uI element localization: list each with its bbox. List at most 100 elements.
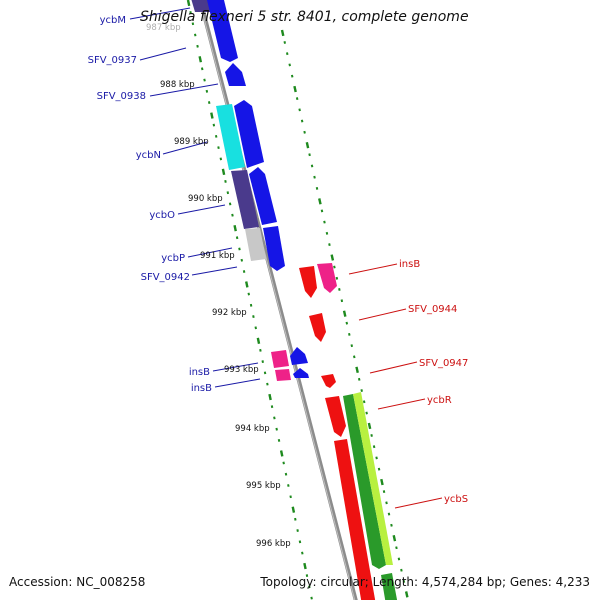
accession-text: Accession: NC_008258 <box>9 575 146 589</box>
left-tick-track-tick <box>224 179 227 183</box>
gene-SFV_0944[interactable] <box>309 313 326 342</box>
genome-backbone <box>198 0 358 600</box>
left-tick-track-tick <box>245 281 249 288</box>
gene-SFV_0937[interactable] <box>207 0 238 62</box>
gene-ycbO[interactable] <box>249 167 277 225</box>
right-tick-track-tick <box>323 220 326 224</box>
left-tick-track-tick <box>287 484 290 487</box>
reverse-strand-genes <box>190 0 309 381</box>
right-tick-track-tick <box>298 108 301 112</box>
coordinate-labels: 987 kbp 988 kbp 989 kbp 990 kbp 991 kbp … <box>146 23 291 549</box>
gene-ycbN[interactable] <box>234 100 264 168</box>
left-tick-track-tick <box>303 562 307 570</box>
label-insB-2: insB <box>191 383 212 394</box>
left-tick-track-tick <box>214 134 218 138</box>
right-tick-track-tick <box>280 29 285 37</box>
gene-SFV_0947[interactable] <box>321 374 336 388</box>
gene-insB-blue-1[interactable] <box>290 347 308 365</box>
right-tick-track-tick <box>300 119 304 123</box>
gene-insB-red[interactable] <box>299 266 317 298</box>
left-tick-track-tick <box>189 11 192 14</box>
right-tick-track-tick <box>310 164 314 168</box>
kbp-label-996: 996 kbp <box>256 539 291 549</box>
left-tick-track-tick <box>203 78 206 82</box>
right-tick-track-tick <box>308 153 311 157</box>
right-gene-labels: insB SFV_0944 SFV_0947 ycbR ycbS <box>399 259 468 505</box>
kbp-label-988: 988 kbp <box>160 80 195 90</box>
kbp-label-993: 993 kbp <box>224 365 259 375</box>
label-ycbM: ycbM <box>100 15 126 26</box>
left-tick-track-tick <box>191 22 195 26</box>
gene-ycbS-green-2[interactable] <box>381 573 398 600</box>
left-tick-track-tick <box>284 472 288 476</box>
right-tick-track-tick <box>375 456 378 460</box>
gene-ycbO-purple[interactable] <box>231 170 259 229</box>
gene-ycbM[interactable] <box>190 0 211 12</box>
gene-insB-blue-2[interactable] <box>293 368 309 378</box>
gene-ycbR[interactable] <box>325 396 346 437</box>
left-tick-track-tick <box>240 258 244 262</box>
gene-ycbS-red[interactable] <box>334 439 376 600</box>
left-tick-track-tick <box>294 517 297 521</box>
left-tick-track-tick <box>205 89 209 93</box>
gene-ycbS-lime[interactable] <box>353 392 393 565</box>
left-tick-track-tick <box>196 44 199 48</box>
left-tick-track-tick <box>217 146 220 150</box>
left-tick-track-tick <box>233 224 237 232</box>
left-tick-track-tick <box>186 0 191 7</box>
right-tick-track-tick <box>345 321 349 325</box>
label-insB-1: insB <box>189 367 210 378</box>
gene-insB-pink-2[interactable] <box>275 369 291 381</box>
right-tick-track-tick <box>385 501 388 505</box>
left-tick-track-tick <box>273 416 276 420</box>
gene-ycbS-green-1[interactable] <box>343 394 386 569</box>
label-SFV_0944: SFV_0944 <box>408 304 457 315</box>
left-tick-track-tick <box>226 191 230 195</box>
left-tick-track-tick <box>194 33 197 37</box>
kbp-label-992: 992 kbp <box>212 308 247 318</box>
gene-insB-pink-1[interactable] <box>271 350 289 368</box>
left-gene-labels: ycbM SFV_0937 SFV_0938 ycbN ycbO ycbP SF… <box>88 15 213 394</box>
left-tick-track-tick <box>212 123 216 127</box>
right-tick-track-tick <box>315 186 319 190</box>
right-tick-track-tick <box>333 265 336 269</box>
left-tick-track-tick <box>310 596 313 600</box>
left-tick-track-tick <box>298 540 302 544</box>
right-tick-track-tick <box>395 546 398 550</box>
right-tick-track-tick <box>305 142 310 149</box>
left-tick-track-tick <box>238 247 241 251</box>
left-tick-track-tick <box>247 292 250 296</box>
left-tick-track-tick <box>275 427 278 431</box>
left-tick-track-tick <box>256 337 261 344</box>
left-tick-track-tick <box>228 202 232 206</box>
genome-title: Shigella flexneri 5 str. 8401, complete … <box>140 9 469 25</box>
label-SFV_0937: SFV_0937 <box>88 55 137 66</box>
gene-ycbN-cyan[interactable] <box>216 104 245 170</box>
left-tick-track-tick <box>210 112 214 119</box>
gene-insB-pink[interactable] <box>317 263 337 293</box>
right-tick-track-tick <box>318 198 322 205</box>
gene-SFV_0938[interactable] <box>225 63 246 86</box>
right-tick-track-tick <box>365 411 368 415</box>
right-tick-track-tick <box>387 512 391 516</box>
label-ycbS: ycbS <box>444 494 468 505</box>
left-tick-track-tick <box>219 157 223 161</box>
left-callouts <box>129 7 261 388</box>
label-insB-right: insB <box>399 259 420 270</box>
gene-ycbP-grey[interactable] <box>245 228 266 261</box>
right-tick-track-tick <box>357 377 361 381</box>
right-tick-track-tick <box>330 254 335 261</box>
right-tick-track-tick <box>404 591 409 598</box>
kbp-label-994: 994 kbp <box>235 424 270 434</box>
gene-SFV_0942[interactable] <box>263 226 285 271</box>
left-tick-track-tick <box>221 168 226 176</box>
left-tick-track-tick <box>207 101 211 105</box>
label-SFV_0942: SFV_0942 <box>141 272 190 283</box>
right-tick-track-tick <box>377 467 381 471</box>
left-tick-track-tick <box>263 371 267 375</box>
label-SFV_0938: SFV_0938 <box>97 91 146 102</box>
left-tick-track-tick <box>282 461 285 465</box>
right-tick-track-tick <box>313 175 316 179</box>
right-tick-track-tick <box>303 130 306 134</box>
